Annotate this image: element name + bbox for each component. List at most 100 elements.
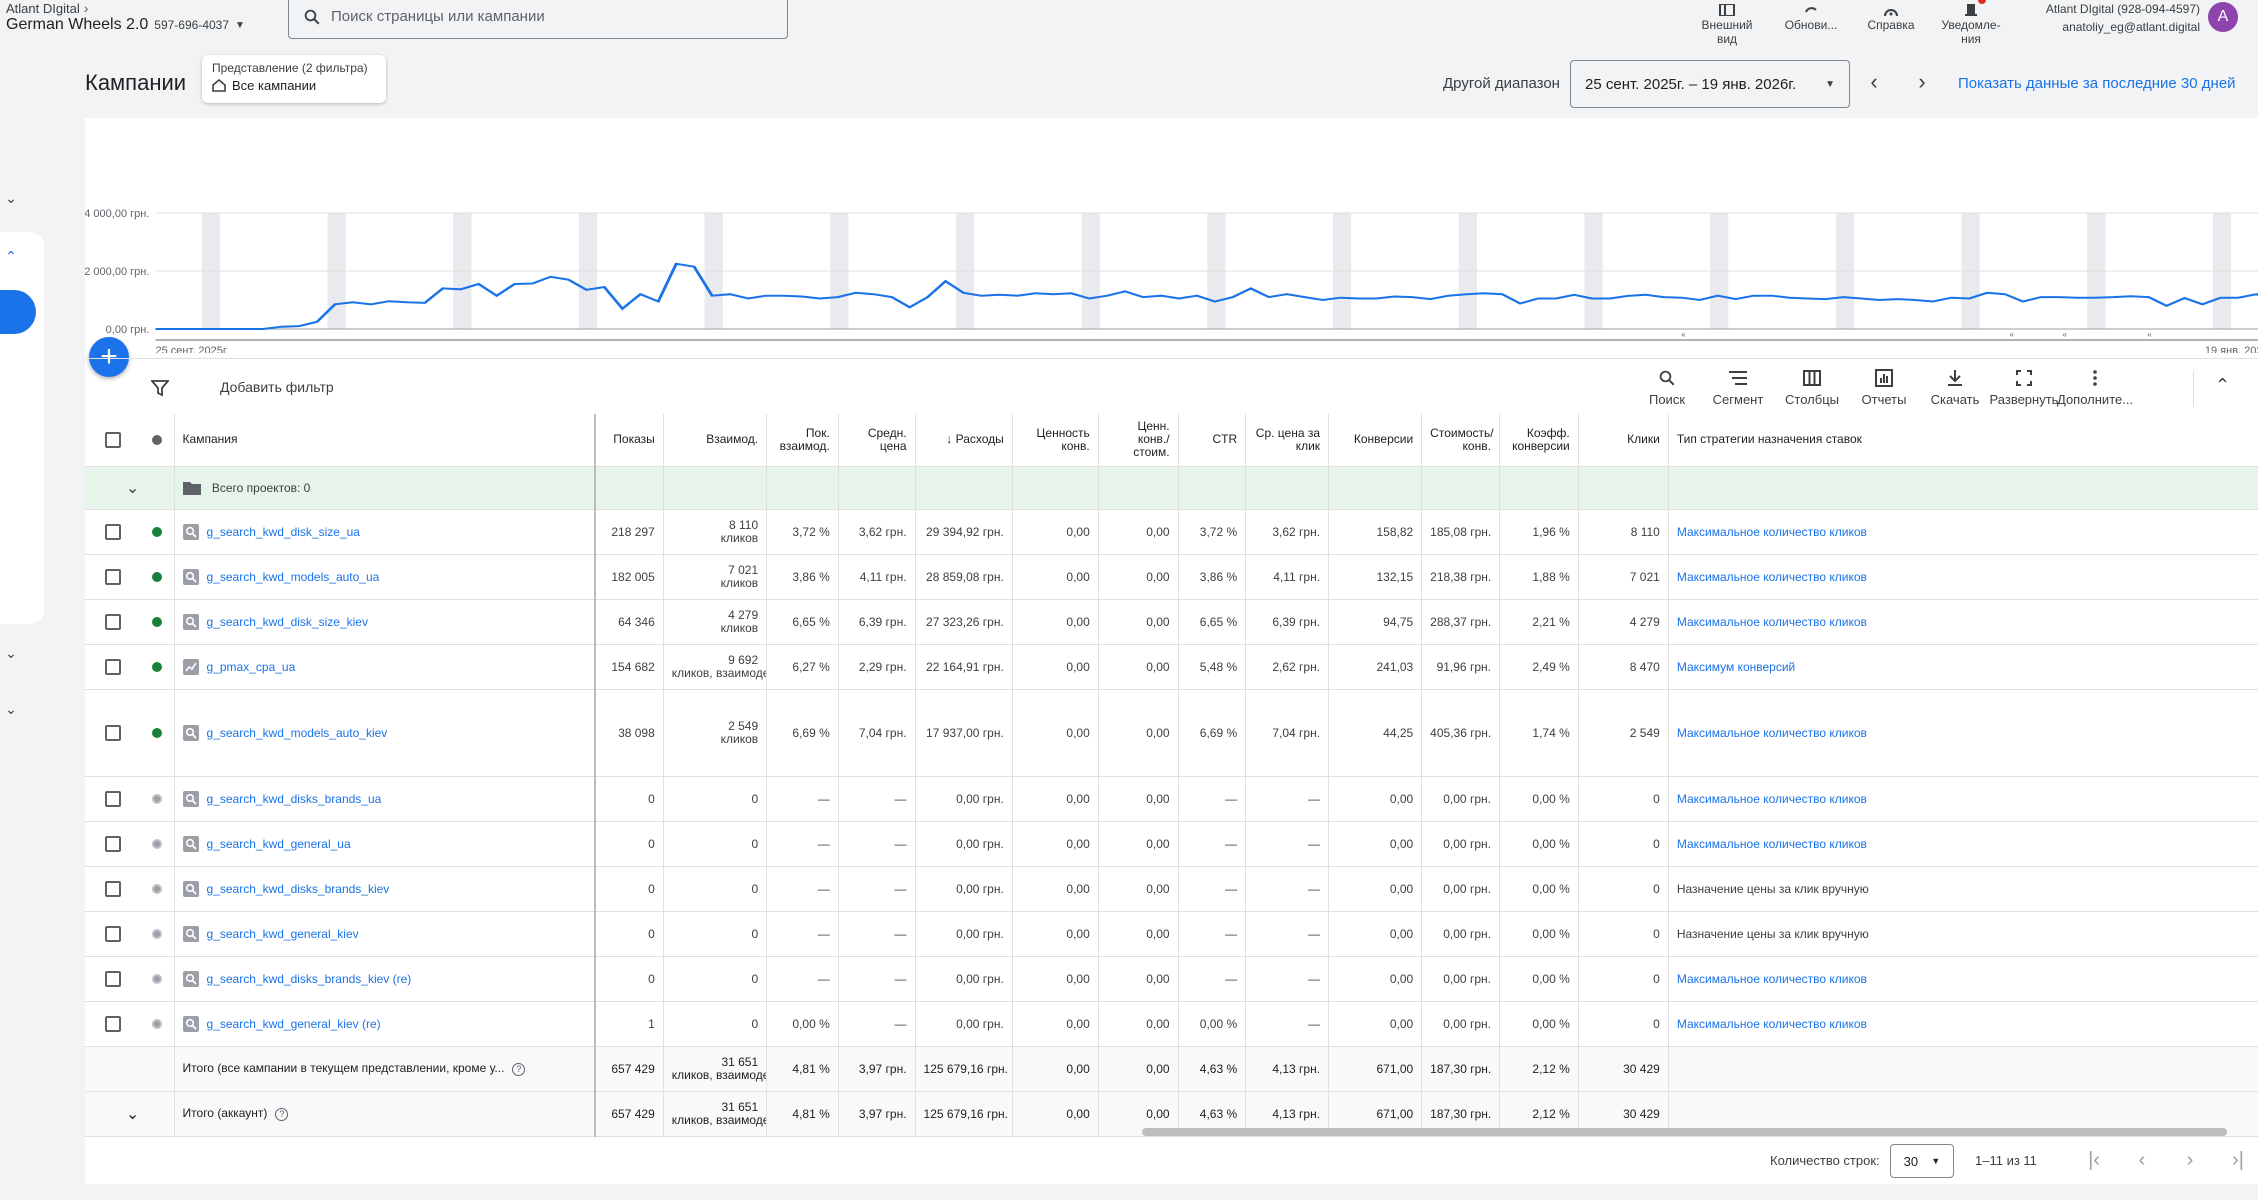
bid-strategy[interactable]: Максимальное количество кликов	[1668, 1001, 2258, 1047]
campaign-name-link[interactable]: g_search_kwd_models_auto_ua	[206, 569, 380, 584]
row-checkbox[interactable]	[85, 866, 142, 912]
campaign-name-link[interactable]: g_search_kwd_general_kiev (re)	[206, 1016, 381, 1031]
search-box[interactable]	[288, 0, 788, 39]
col-avg-cost[interactable]: Средн. цена	[838, 414, 916, 467]
row-checkbox[interactable]	[85, 509, 142, 555]
col-value-per-cost[interactable]: Ценн. конв./ стоим.	[1098, 414, 1179, 467]
col-ctr[interactable]: CTR	[1178, 414, 1247, 467]
tool-columns[interactable]: Столбцы	[1774, 367, 1850, 407]
table-row[interactable]: g_pmax_cpa_ua 154 682 9 692 кликов, взаимод…	[85, 644, 2258, 690]
help-icon[interactable]: ?	[512, 1062, 526, 1076]
user-info[interactable]: Atlant DIgital (928-094-4597) anatoliy_e…	[2000, 0, 2200, 36]
col-conv-value[interactable]: Ценность конв.	[1012, 414, 1099, 467]
parent-account-name[interactable]: Atlant DIgital	[6, 0, 80, 16]
bid-strategy-label[interactable]: Максимальное количество кликов	[1676, 1016, 1867, 1031]
annotation-marker[interactable]: «	[2147, 330, 2152, 339]
campaign-name-link[interactable]: g_search_kwd_disk_size_kiev	[206, 614, 368, 629]
bid-strategy-label[interactable]: Максимальное количество кликов	[1676, 725, 1867, 740]
annotation-marker[interactable]: «	[2062, 330, 2067, 339]
bid-strategy[interactable]: Максимальное количество кликов	[1668, 554, 2258, 600]
status-dot[interactable]	[141, 554, 175, 600]
col-avg-cpc[interactable]: Ср. цена за клик	[1245, 414, 1330, 467]
next-period-button[interactable]: ›	[1918, 69, 1926, 94]
campaign-name-link[interactable]: g_search_kwd_general_ua	[206, 836, 351, 851]
next-page-button[interactable]: ›	[2186, 1148, 2194, 1171]
table-row[interactable]: g_search_kwd_models_auto_ua 182 005 7 021 к…	[85, 554, 2258, 600]
expand-totals-icon[interactable]: ⌄	[85, 1091, 142, 1137]
campaign-name-link[interactable]: g_search_kwd_general_kiev	[206, 926, 359, 941]
previous-period-button[interactable]: ‹	[1870, 69, 1878, 94]
help-icon[interactable]: ?	[275, 1107, 289, 1121]
left-nav-active-item[interactable]	[0, 290, 36, 334]
col-bid-strategy[interactable]: Тип стратегии назначения ставок	[1668, 414, 2258, 467]
row-checkbox[interactable]	[85, 554, 142, 600]
col-clicks[interactable]: Клики	[1578, 414, 1669, 467]
table-row[interactable]: g_search_kwd_disk_size_ua 218 297 8 110 кли…	[85, 509, 2258, 555]
tool-expand[interactable]: Развернуть	[1986, 367, 2062, 407]
bid-strategy[interactable]: Максимальное количество кликов	[1668, 821, 2258, 867]
col-conv-rate[interactable]: Коэфф. конверсии	[1499, 414, 1579, 467]
table-row[interactable]: g_search_kwd_disk_size_kiev 64 346 4 279 кл…	[85, 599, 2258, 645]
col-impressions[interactable]: Показы	[594, 414, 664, 467]
account-selector[interactable]: German Wheels 2.0 597-696-4037 ▼	[6, 16, 245, 34]
help-button[interactable]: Справка	[1848, 0, 1934, 32]
col-interaction-rate[interactable]: Пок. взаимод.	[766, 414, 839, 467]
project-group-row[interactable]: ⌄ Всего проектов: 0	[85, 466, 2258, 510]
rows-per-page-select[interactable]: 30 ▼	[1890, 1144, 1954, 1178]
chevron-down-icon[interactable]: ⌄	[5, 645, 17, 661]
status-dot[interactable]	[141, 956, 175, 1002]
col-campaign[interactable]: Кампания	[174, 414, 596, 467]
bid-strategy-label[interactable]: Максимальное количество кликов	[1676, 791, 1867, 806]
table-row[interactable]: g_search_kwd_general_ua 0 0— —0,00 грн. 0,00…	[85, 821, 2258, 867]
bid-strategy-label[interactable]: Максимальное количество кликов	[1676, 569, 1867, 584]
notifications-button[interactable]: Уведомле-ния	[1928, 0, 2014, 46]
search-input[interactable]	[331, 8, 751, 25]
bid-strategy[interactable]: Максимальное количество кликов	[1668, 956, 2258, 1002]
add-filter-button[interactable]: Добавить фильтр	[220, 379, 334, 395]
row-checkbox[interactable]	[85, 644, 142, 690]
bid-strategy-label[interactable]: Максимальное количество кликов	[1676, 524, 1867, 539]
bid-strategy[interactable]: Максимальное количество кликов	[1668, 689, 2258, 777]
tool-search[interactable]: Поиск	[1629, 367, 1705, 407]
refresh-button[interactable]: Обнови...	[1768, 0, 1854, 32]
table-row[interactable]: g_search_kwd_disks_brands_ua 0 0— —0,00 грн…	[85, 776, 2258, 822]
tool-segment[interactable]: Сегмент	[1700, 367, 1776, 407]
last-30-days-link[interactable]: Показать данные за последние 30 дней	[1958, 75, 2236, 92]
avatar[interactable]: A	[2208, 2, 2238, 32]
row-checkbox[interactable]	[85, 821, 142, 867]
status-dot[interactable]	[141, 866, 175, 912]
campaign-name-link[interactable]: g_search_kwd_disks_brands_kiev	[206, 881, 390, 896]
table-row[interactable]: g_search_kwd_disks_brands_kiev (re) 0 0— —0…	[85, 956, 2258, 1002]
bid-strategy[interactable]: Максимальное количество кликов	[1668, 776, 2258, 822]
row-checkbox[interactable]	[85, 689, 142, 777]
add-campaign-button[interactable]: +	[89, 337, 129, 377]
tool-reports[interactable]: Отчеты	[1846, 367, 1922, 407]
dropdown-arrow-icon[interactable]: ▼	[235, 19, 245, 31]
annotation-marker[interactable]: «	[2010, 330, 2015, 339]
col-interactions[interactable]: Взаимод.	[663, 414, 768, 467]
status-dot[interactable]	[141, 911, 175, 957]
annotation-marker[interactable]: «	[1681, 330, 1686, 339]
appearance-button[interactable]: Внешний вид	[1684, 0, 1770, 46]
bid-strategy[interactable]: Максимальное количество кликов	[1668, 599, 2258, 645]
bid-strategy-label[interactable]: Максимальное количество кликов	[1676, 836, 1867, 851]
chevron-up-icon[interactable]: ⌃	[2215, 375, 2231, 395]
bid-strategy[interactable]: Максимальное количество кликов	[1668, 509, 2258, 555]
account-name[interactable]: German Wheels 2.0	[6, 16, 149, 33]
horizontal-scrollbar[interactable]	[1142, 1128, 2227, 1136]
status-dot[interactable]	[141, 644, 175, 690]
col-cost[interactable]: ↓ Расходы	[915, 414, 1013, 467]
campaign-name-link[interactable]: g_search_kwd_disk_size_ua	[206, 524, 360, 539]
parent-account[interactable]: Atlant DIgital ›	[6, 0, 88, 16]
status-dot[interactable]	[141, 776, 175, 822]
row-checkbox[interactable]	[85, 1001, 142, 1047]
col-conversions[interactable]: Конверсии	[1328, 414, 1423, 467]
bid-strategy-label[interactable]: Максимальное количество кликов	[1676, 614, 1867, 629]
table-row[interactable]: g_search_kwd_general_kiev (re) 1 0 0,00 % —0…	[85, 1001, 2258, 1047]
view-selector[interactable]: Представление (2 фильтра) Все кампании	[202, 55, 386, 103]
first-page-button[interactable]: |‹	[2088, 1148, 2100, 1171]
bid-strategy-label[interactable]: Максимальное количество кликов	[1676, 971, 1867, 986]
tool-more[interactable]: Дополните...	[2057, 367, 2133, 407]
status-column-header[interactable]	[141, 414, 175, 467]
status-dot[interactable]	[141, 509, 175, 555]
